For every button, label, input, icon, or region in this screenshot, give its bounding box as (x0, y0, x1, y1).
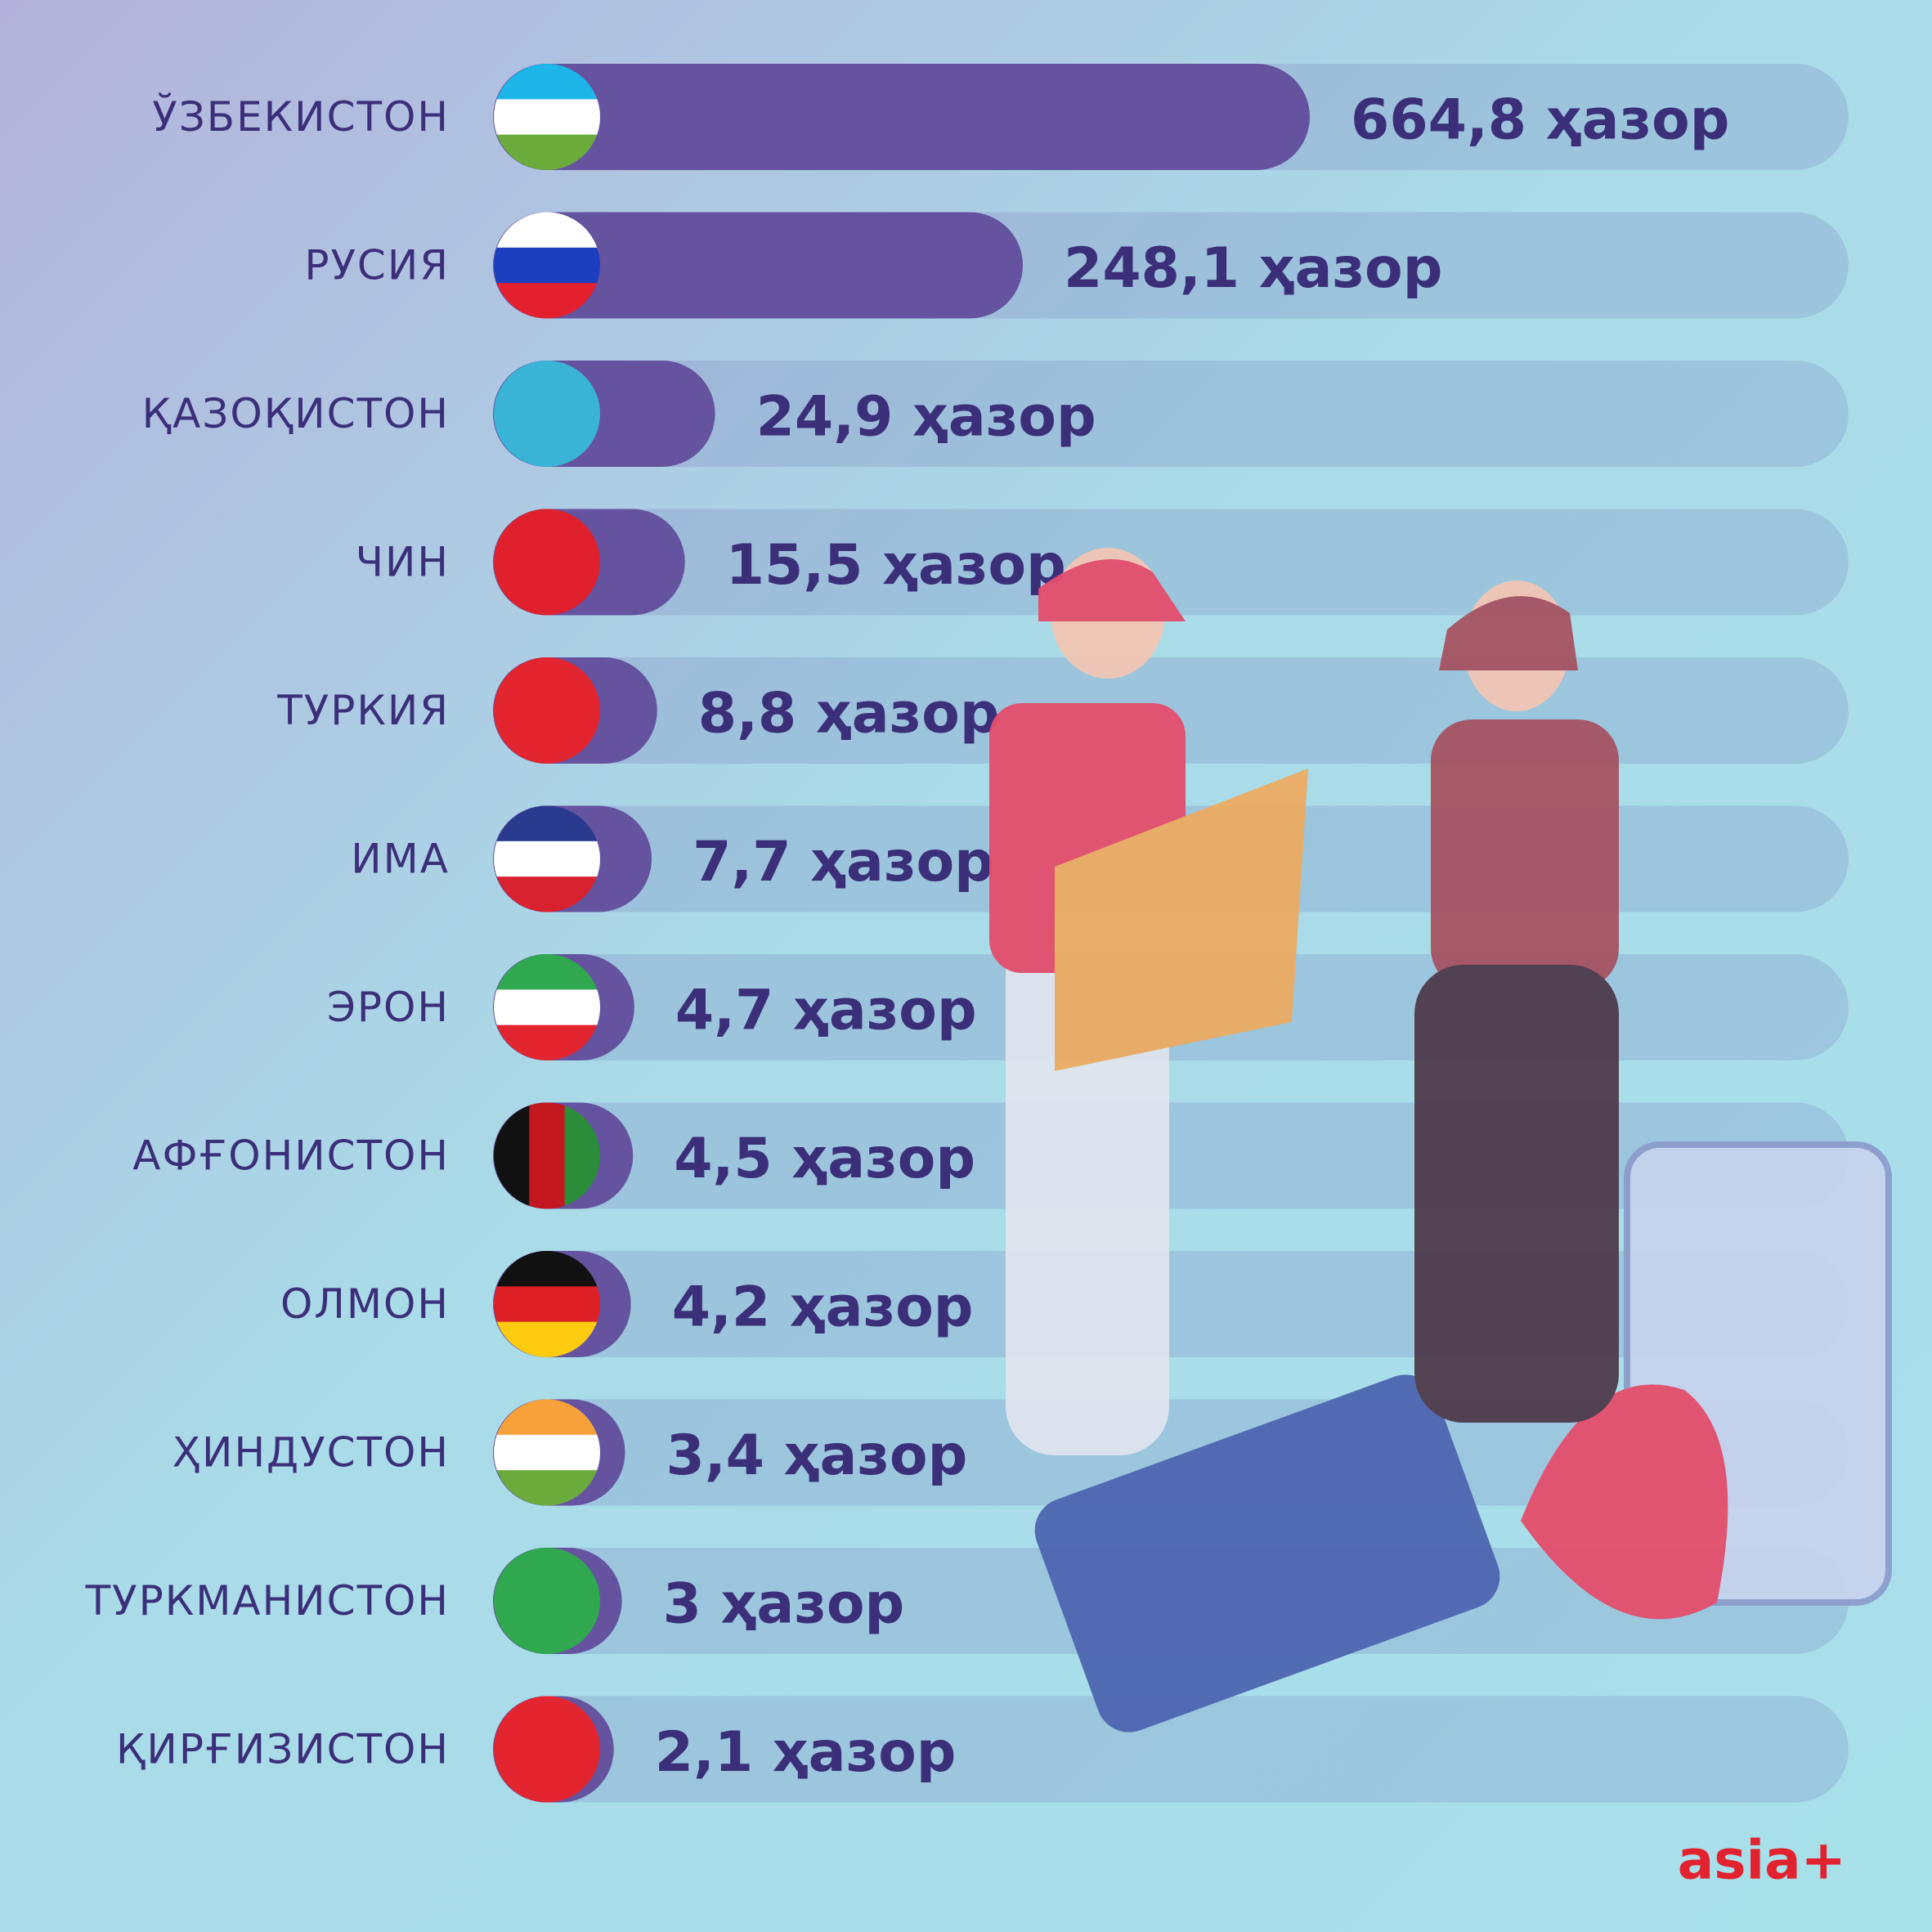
bar-row: РУСИЯ 248,1 ҳазор (304, 212, 1849, 319)
flag-stripe (494, 989, 600, 1026)
bar-row: ЎЗБЕКИСТОН 664,8 ҳазор (152, 64, 1849, 170)
flag-stripe (494, 693, 600, 729)
flag-stripe (494, 247, 600, 285)
logo: asia+ (1678, 1829, 1846, 1892)
bar-row: ҲИНДУСТОН 3,4 ҳазор (173, 1399, 1849, 1506)
value-label: 24,9 ҳазор (756, 385, 1096, 450)
flag-stripe (494, 1731, 600, 1768)
flag-stripe (494, 544, 600, 581)
flag (494, 1548, 600, 1654)
flag-stripe (494, 840, 600, 878)
category-label: ҚИРҒИЗИСТОН (116, 1726, 450, 1773)
value-label: 8,8 ҳазор (698, 682, 1000, 746)
category-label: ОЛМОН (280, 1280, 450, 1328)
value-label: 4,5 ҳазор (674, 1127, 975, 1191)
category-label: ТУРКИЯ (276, 687, 450, 734)
category-label: ҚАЗОҚИСТОН (142, 390, 450, 437)
flag (494, 954, 600, 1060)
flag (494, 1399, 600, 1506)
category-label: ТУРКМАНИСТОН (85, 1577, 450, 1625)
category-label: ЧИН (356, 539, 450, 586)
category-label: РУСИЯ (304, 242, 450, 289)
flag (494, 805, 600, 912)
flag (494, 361, 600, 467)
category-label: ЭРОН (327, 984, 450, 1031)
value-label: 248,1 ҳазор (1064, 236, 1442, 301)
value-label: 2,1 ҳазор (655, 1720, 957, 1785)
bar-track (493, 361, 1849, 467)
flag (494, 509, 600, 616)
category-label: АФҒОНИСТОН (132, 1132, 450, 1180)
value-label: 3,4 ҳазор (666, 1423, 968, 1488)
illustration (989, 548, 1892, 1733)
value-label: 4,7 ҳазор (675, 979, 977, 1043)
category-label: ИМА (351, 836, 450, 883)
value-label: 7,7 ҳазор (693, 830, 994, 894)
flag-stripe (494, 1434, 600, 1472)
value-label: 664,8 ҳазор (1351, 88, 1729, 153)
flag (494, 1696, 600, 1803)
flag (494, 1102, 600, 1209)
value-label: 3 ҳазор (663, 1572, 905, 1637)
bar-track (493, 1399, 1849, 1506)
bar-row: ҚАЗОҚИСТОН 24,9 ҳазор (142, 361, 1849, 467)
flag (494, 1251, 600, 1357)
flag (494, 212, 600, 319)
flag-stripe (494, 396, 600, 433)
flag-stripe (494, 1286, 600, 1323)
flag-stripe (494, 1583, 600, 1620)
bar-track (493, 1696, 1849, 1803)
category-label: ҲИНДУСТОН (173, 1429, 450, 1477)
bar (493, 64, 1310, 170)
flag-stripe (494, 99, 600, 136)
bar (493, 212, 1024, 319)
flag (494, 64, 600, 170)
category-label: ЎЗБЕКИСТОН (152, 92, 450, 141)
flag-stripe (529, 1102, 566, 1209)
flag (494, 657, 600, 764)
value-label: 4,2 ҳазор (672, 1275, 974, 1340)
value-label: 15,5 ҳазор (726, 533, 1066, 598)
